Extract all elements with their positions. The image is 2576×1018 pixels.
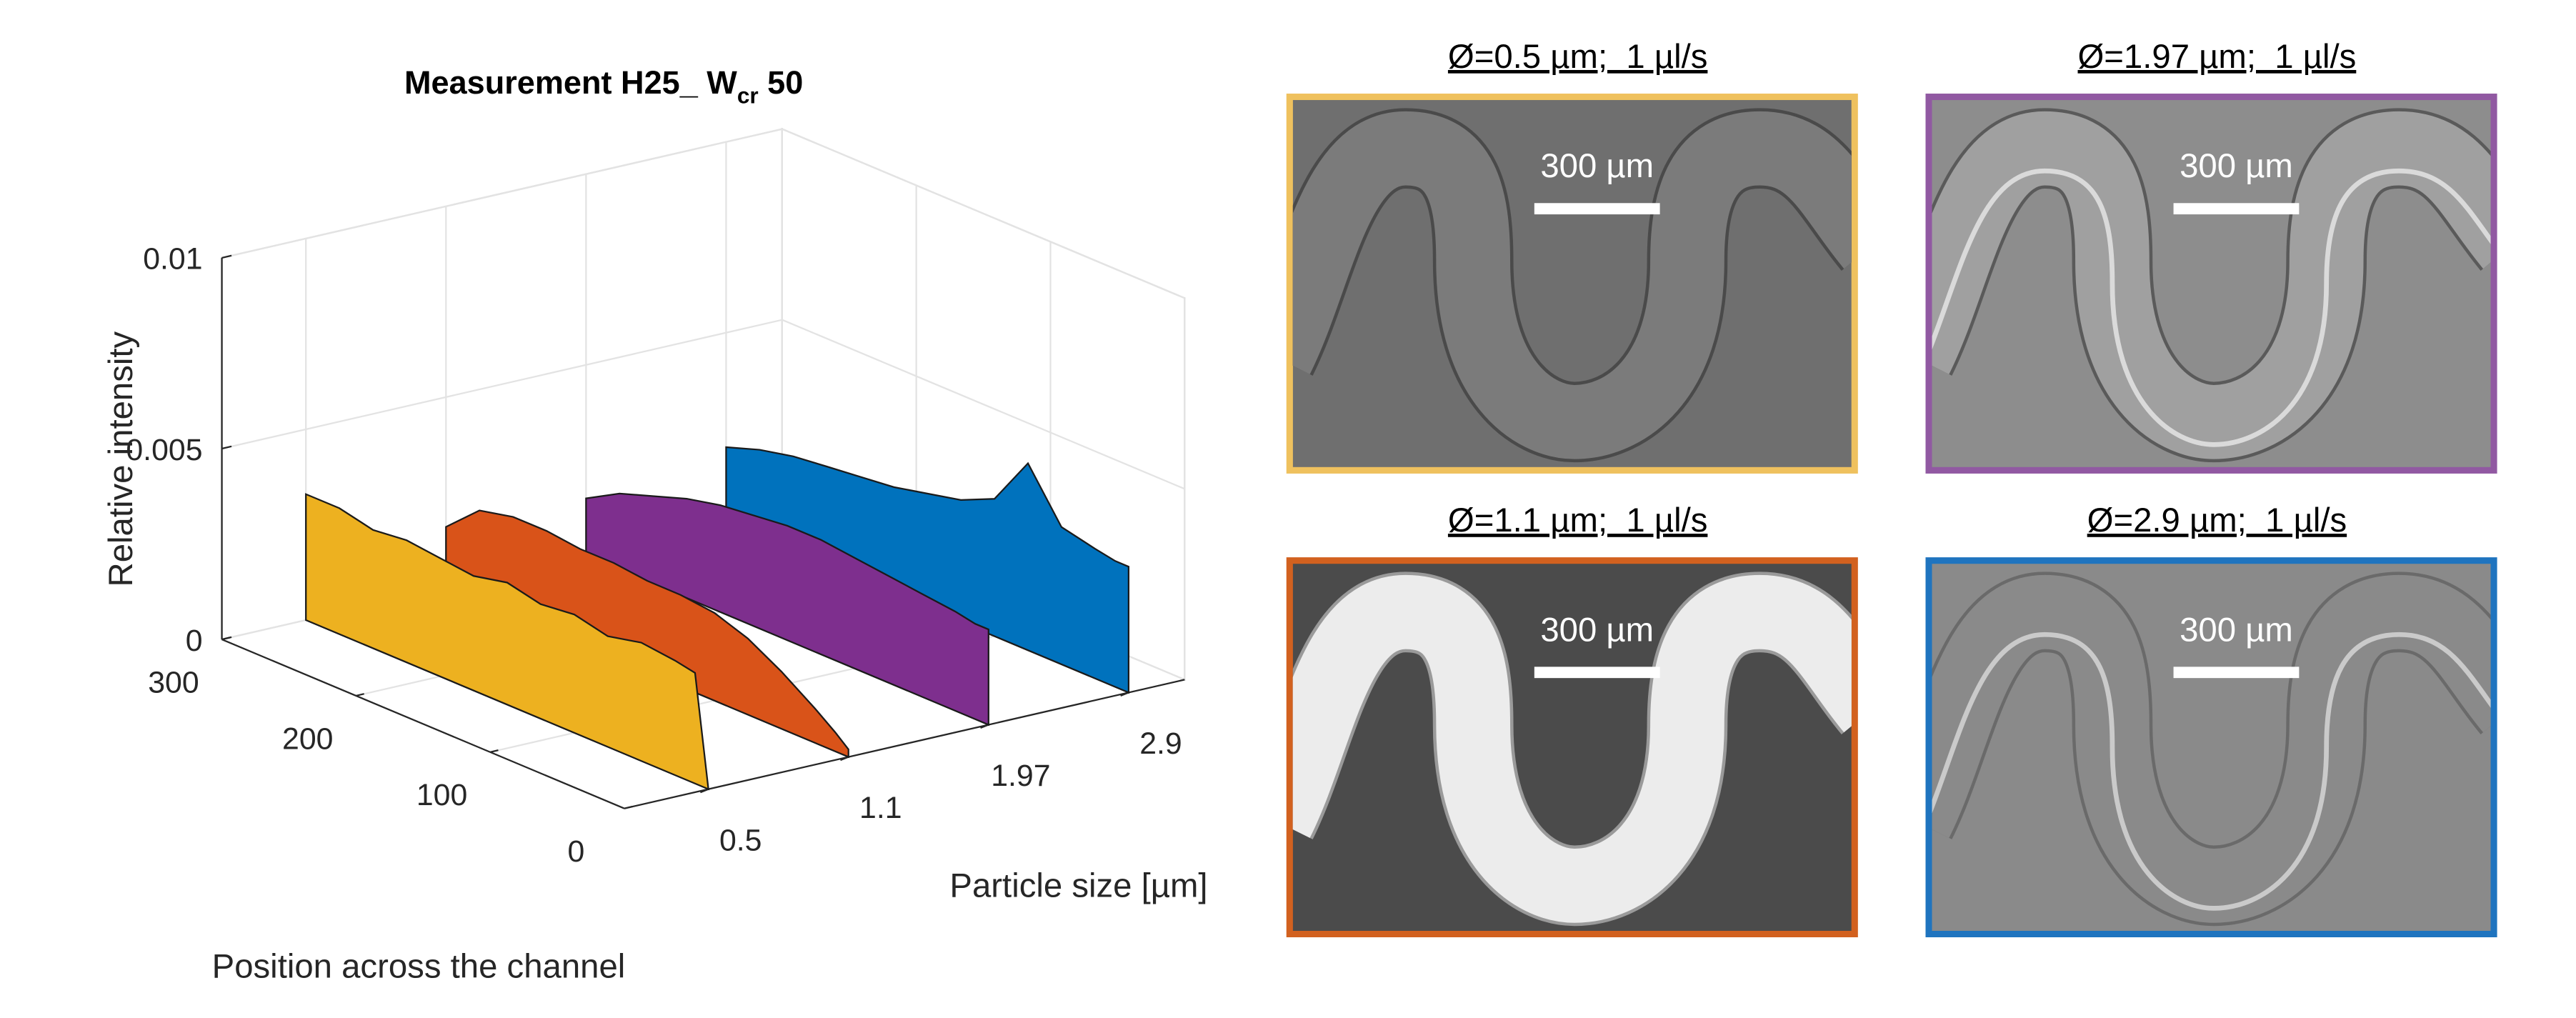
- z-axis-label: Relative intensity: [102, 331, 140, 587]
- title-main: Measurement H25_ W: [404, 64, 737, 101]
- panel-caption: Ø=2.9 µm; 1 µl/s: [2087, 501, 2347, 539]
- ribbon: [725, 446, 1130, 694]
- title-end: 50: [759, 64, 804, 101]
- micrograph: 300 µm: [1925, 94, 2497, 474]
- tick-mark: [356, 693, 364, 697]
- x-axis: [221, 639, 625, 809]
- category-label: 2.9: [1139, 727, 1182, 761]
- y-axis: [624, 679, 1185, 809]
- micrographs: 300 µm Ø=0.5 µm; 1 µl/s 300 µm Ø=1.97 µm; 1…: [1286, 38, 2497, 937]
- panel-caption: Ø=1.1 µm; 1 µl/s: [1448, 501, 1707, 539]
- micrograph: 300 µm: [1286, 94, 1858, 474]
- category-label: 1.97: [991, 759, 1050, 793]
- title-sub: cr: [737, 83, 759, 109]
- x-tick-label: 100: [416, 778, 467, 812]
- x-tick-label: 200: [282, 722, 333, 756]
- panel-caption: Ø=0.5 µm; 1 µl/s: [1448, 38, 1707, 76]
- scale-label: 300 µm: [2180, 147, 2293, 185]
- image: [1292, 100, 1852, 467]
- channel: [1932, 574, 2491, 923]
- channel: [1292, 111, 1852, 459]
- z-tick-label: 0.01: [143, 242, 202, 276]
- z-tick-label: 0.005: [126, 433, 202, 467]
- tick-mark: [221, 445, 232, 450]
- tick-mark: [980, 724, 989, 729]
- scale-label: 300 µm: [1540, 611, 1654, 649]
- micrograph: 300 µm: [1286, 557, 1858, 937]
- grid-line: [782, 319, 1185, 490]
- tick-mark: [840, 756, 849, 762]
- scale-bar: [1534, 203, 1660, 215]
- image: [1292, 564, 1852, 931]
- y-axis-label: Particle size [µm]: [949, 867, 1207, 905]
- scale-bar: [1534, 667, 1660, 679]
- scale-label: 300 µm: [1540, 147, 1654, 185]
- micrograph: 300 µm: [1925, 557, 2497, 937]
- x-axis-label: Position across the channel: [212, 947, 626, 985]
- scale-bar: [2173, 203, 2300, 215]
- scale-label: 300 µm: [2180, 611, 2293, 649]
- z-tick-label: 0: [186, 624, 203, 658]
- chart: 0 0.005 0.01 0 100 200 300 0.5 1.1 1.97 2.9 Relativ…: [102, 64, 1208, 985]
- ribbon: [305, 493, 709, 791]
- particle-band: [1932, 632, 2491, 911]
- tick-mark: [221, 254, 232, 259]
- category-label: 0.5: [719, 823, 762, 857]
- grid-line: [221, 319, 783, 450]
- ribbon: [585, 492, 989, 727]
- x-tick-label: 300: [148, 665, 199, 699]
- scale-bar: [2173, 667, 2300, 679]
- image: [1932, 564, 2491, 931]
- x-tick-label: 0: [567, 834, 584, 869]
- channel: [1292, 574, 1852, 923]
- tick-mark: [699, 788, 709, 794]
- tick-mark: [1120, 692, 1129, 697]
- grid-line: [221, 128, 783, 259]
- tick-mark: [489, 749, 499, 753]
- panel-caption: Ø=1.97 µm; 1 µl/s: [2078, 38, 2357, 76]
- chart-title: Measurement H25_ Wcr 50: [404, 64, 803, 109]
- image: [1932, 100, 2491, 467]
- ribbon: [445, 509, 849, 759]
- grid-line: [782, 128, 1185, 299]
- channel: [1932, 111, 2491, 459]
- tick-mark: [624, 805, 633, 809]
- category-label: 1.1: [859, 791, 902, 825]
- particle-band: [1932, 168, 2491, 447]
- tick-mark: [221, 637, 231, 641]
